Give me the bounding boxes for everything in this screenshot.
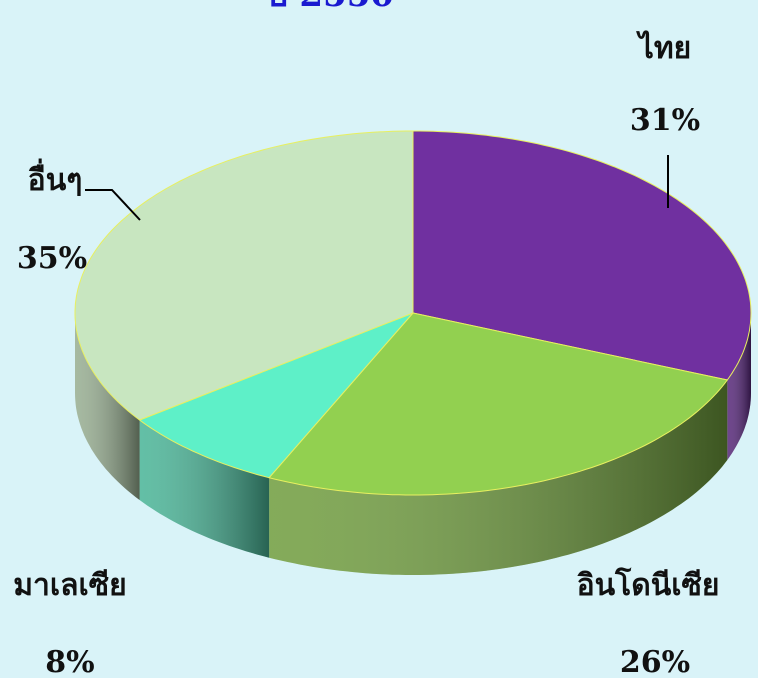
value-label: 31% xyxy=(630,103,700,138)
category-label: ไทย xyxy=(636,30,691,66)
pie xyxy=(74,130,752,575)
value-label: 26% xyxy=(620,645,690,678)
leader-line xyxy=(85,189,141,221)
slice xyxy=(268,312,729,496)
slice xyxy=(138,312,414,479)
slice xyxy=(74,130,414,421)
category-label: มาเลเซีย xyxy=(13,568,126,603)
slice-side-shade xyxy=(727,313,751,460)
category-label: อื่นๆ xyxy=(28,158,83,198)
category-label: อินโดนีเซีย xyxy=(577,566,720,603)
value-label: 8% xyxy=(45,645,94,678)
slice-side-shade xyxy=(75,313,140,500)
value-label: 35% xyxy=(17,241,87,276)
slice-side-shade xyxy=(269,380,728,575)
chart-title: ปี 2550 xyxy=(264,0,394,15)
slice xyxy=(412,130,752,381)
slice-side-shade xyxy=(139,420,270,558)
